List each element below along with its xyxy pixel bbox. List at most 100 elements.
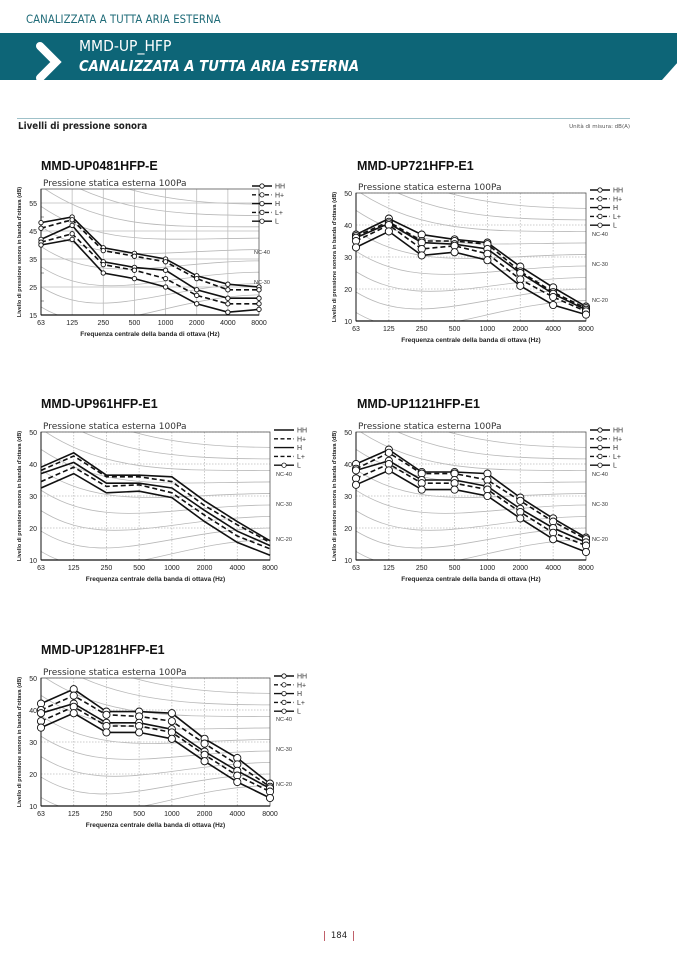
legend-marker: [597, 222, 603, 228]
x-axis-label: Frequenza centrale della banda di ottava…: [401, 576, 540, 583]
x-tick-label: 500: [133, 811, 145, 818]
legend-label: H: [613, 445, 618, 452]
x-tick-label: 125: [68, 565, 80, 572]
y-tick-label: 50: [29, 676, 37, 683]
data-point: [167, 709, 176, 718]
y-tick-label: 10: [29, 804, 37, 811]
data-point: [200, 739, 209, 748]
series-line-l: [40, 472, 271, 556]
y-tick-label: 25: [29, 285, 37, 292]
page-number: 184: [330, 931, 348, 941]
nc-curve: [396, 193, 586, 221]
nc-curve: [41, 205, 259, 240]
legend-label: HH: [275, 184, 285, 191]
nc-curve: [44, 432, 270, 471]
x-axis-label: Frequenza centrale della banda di ottava…: [80, 331, 219, 338]
nc-curve: [41, 510, 270, 531]
model-series-title: MMD-UP_HFP: [79, 37, 172, 55]
data-point: [516, 281, 525, 290]
y-tick-label: 55: [29, 201, 37, 208]
data-point: [162, 275, 169, 282]
data-point: [256, 295, 262, 301]
data-point: [167, 734, 176, 743]
y-tick-label: 50: [344, 191, 352, 198]
nc-curve: [41, 246, 259, 270]
data-point: [69, 222, 75, 229]
page-category-header: CANALIZZATA A TUTTA ARIA ESTERNA: [26, 12, 221, 26]
series-line-hh: [40, 451, 271, 542]
legend-label: L+: [275, 210, 283, 217]
y-tick-label: 40: [344, 223, 352, 230]
legend-label: H+: [297, 682, 306, 689]
x-tick-label: 500: [449, 565, 461, 572]
x-tick-label: 500: [129, 320, 141, 327]
legend-marker: [597, 213, 603, 219]
data-point: [417, 251, 426, 260]
data-point: [194, 301, 200, 307]
nc-curve: [127, 189, 259, 205]
data-point: [38, 242, 44, 248]
chart-subtitle: Pressione statica esterna 100Pa: [358, 422, 502, 432]
x-tick-label: 250: [416, 326, 428, 333]
series-line-l-plus: [355, 224, 587, 313]
data-point: [69, 217, 75, 223]
x-tick-label: 1000: [158, 320, 174, 327]
series-line-h: [355, 459, 587, 544]
legend-label: L: [613, 223, 617, 230]
legend-label: HH: [613, 428, 623, 435]
data-point: [549, 535, 558, 544]
series-line-h-plus: [355, 451, 587, 540]
nc-label: NC-40: [276, 472, 292, 478]
legend-marker: [597, 462, 603, 468]
data-point: [38, 219, 44, 226]
data-point: [162, 259, 169, 265]
section-title: Livelli di pressione sonora: [18, 121, 148, 132]
x-tick-label: 8000: [578, 326, 594, 333]
legend-label: L+: [297, 700, 305, 707]
legend-label: L+: [613, 454, 621, 461]
data-point: [384, 466, 393, 475]
nc-curve: [356, 209, 586, 245]
nc-curve: [41, 735, 270, 760]
y-tick-label: 10: [344, 319, 352, 326]
legend-label: L: [297, 709, 301, 716]
legend-marker: [281, 699, 287, 706]
legend-label: HH: [297, 674, 307, 681]
data-point: [131, 267, 138, 273]
nc-curve: [356, 539, 586, 560]
series-line-l-plus: [40, 705, 271, 793]
nc-curve: [131, 678, 270, 694]
nc-curve: [41, 694, 270, 730]
series-line-h: [40, 461, 271, 547]
series-line-h-plus: [355, 220, 587, 309]
x-tick-label: 250: [101, 811, 113, 818]
legend-marker: [259, 192, 265, 198]
unit-note: Unità di misura: dB(A): [569, 124, 630, 130]
data-point: [100, 247, 106, 254]
series-line-hh: [355, 217, 587, 308]
data-point: [38, 225, 44, 231]
nc-label: NC-30: [276, 747, 292, 753]
data-point: [36, 709, 46, 718]
nc-curve: [360, 193, 586, 232]
data-point: [581, 310, 591, 319]
x-tick-label: 4000: [229, 811, 245, 818]
nc-curve: [41, 469, 270, 498]
y-axis-label: Livello di pressione sonora in banda d'o…: [332, 192, 338, 322]
x-tick-label: 4000: [220, 320, 236, 327]
data-point: [69, 709, 78, 718]
legend-marker: [597, 187, 603, 193]
nc-label: NC-40: [254, 250, 270, 256]
data-point: [225, 287, 231, 293]
x-tick-label: 4000: [545, 326, 561, 333]
legend-label: H: [297, 691, 302, 698]
data-point: [69, 236, 75, 243]
x-tick-label: 2000: [197, 811, 213, 818]
y-tick-label: 30: [29, 740, 37, 747]
x-tick-label: 8000: [262, 565, 278, 572]
data-point: [102, 728, 111, 737]
series-line-l-plus: [40, 232, 259, 305]
y-tick-label: 30: [29, 494, 37, 501]
data-point: [450, 248, 459, 257]
x-tick-label: 125: [66, 320, 78, 327]
